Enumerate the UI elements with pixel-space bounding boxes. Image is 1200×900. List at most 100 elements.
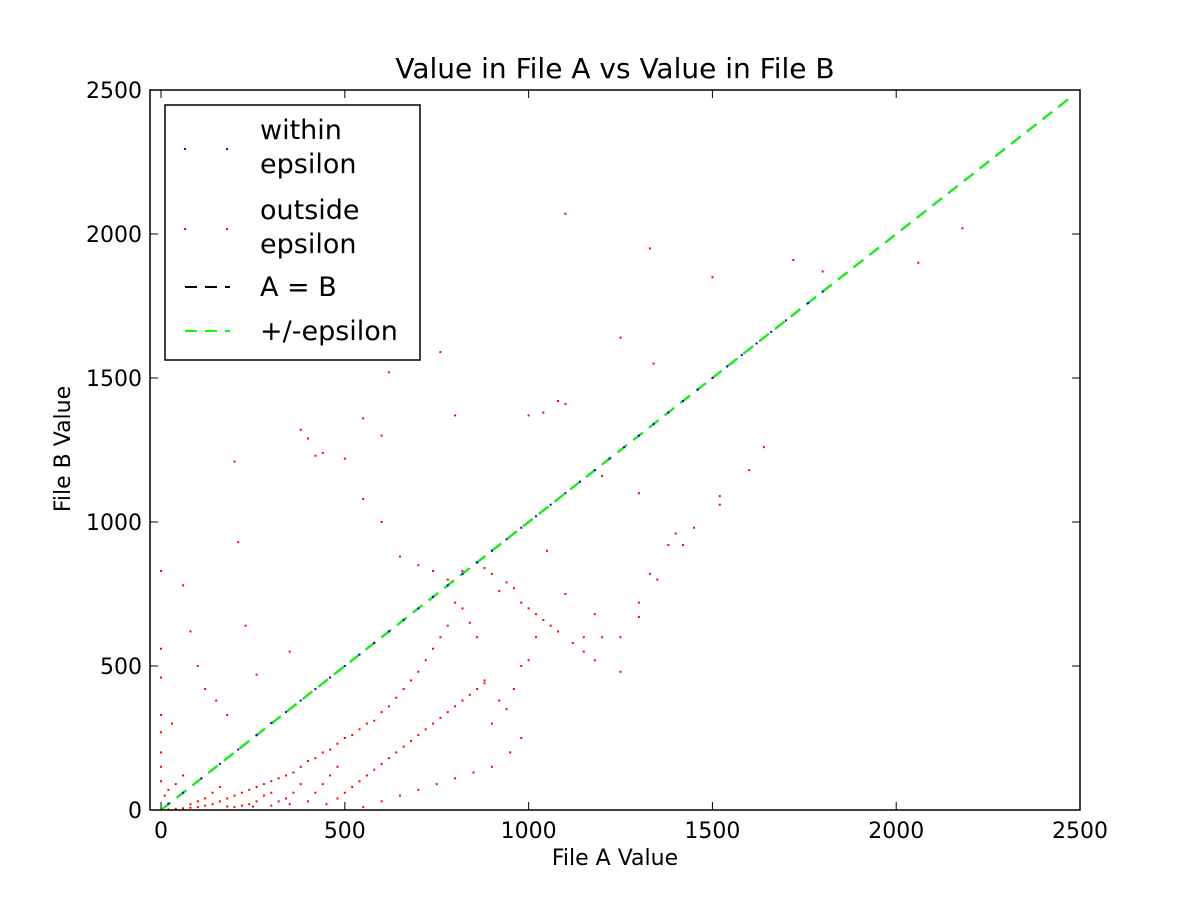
outside-epsilon-point: [248, 803, 251, 806]
outside-epsilon-point: [240, 804, 243, 807]
outside-epsilon-point: [637, 601, 640, 604]
outside-epsilon-point: [329, 774, 332, 777]
outside-epsilon-point: [343, 457, 346, 460]
within-epsilon-point: [652, 423, 655, 426]
outside-epsilon-point: [321, 783, 324, 786]
within-epsilon-point: [255, 734, 258, 737]
outside-epsilon-point: [314, 757, 317, 760]
within-epsilon-point: [608, 457, 611, 460]
outside-epsilon-point: [637, 492, 640, 495]
outside-epsilon-point: [409, 679, 412, 682]
within-epsilon-point: [373, 641, 376, 644]
outside-epsilon-point: [365, 774, 368, 777]
outside-epsilon-point: [398, 794, 401, 797]
epsilon-line: [160, 94, 1074, 810]
outside-epsilon-point: [520, 737, 523, 739]
outside-epsilon-point: [468, 693, 471, 696]
outside-epsilon-point: [564, 593, 567, 595]
outside-epsilon-point: [682, 544, 685, 547]
outside-epsilon-point: [262, 794, 265, 797]
legend: within epsilon outside epsilon A = B +/-epsil…: [164, 104, 421, 361]
within-epsilon-point: [476, 561, 479, 564]
within-epsilon-point: [623, 446, 626, 449]
outside-epsilon-point: [549, 624, 552, 627]
outside-epsilon-point: [255, 785, 258, 788]
legend-marker: [184, 148, 186, 150]
outside-epsilon-point: [174, 807, 177, 810]
outside-epsilon-point: [167, 788, 170, 791]
outside-epsilon-point: [619, 336, 622, 339]
within-epsilon-point: [534, 515, 537, 518]
outside-epsilon-point: [160, 647, 163, 650]
outside-epsilon-point: [520, 601, 523, 604]
outside-epsilon-point: [373, 719, 376, 722]
within-epsilon-point: [564, 492, 567, 495]
outside-epsilon-point: [564, 402, 567, 405]
outside-epsilon-point: [402, 688, 405, 691]
outside-epsilon-point: [446, 624, 449, 627]
within-epsilon-point: [726, 365, 729, 368]
legend-marker: [226, 228, 228, 230]
outside-epsilon-point: [505, 708, 508, 711]
outside-epsilon-point: [674, 532, 677, 535]
outside-epsilon-point: [439, 716, 442, 719]
outside-epsilon-point: [571, 641, 574, 644]
outside-epsilon-point: [285, 774, 288, 777]
outside-epsilon-point: [534, 613, 537, 616]
outside-epsilon-point: [171, 722, 174, 725]
outside-epsilon-point: [432, 647, 435, 650]
outside-epsilon-point: [240, 791, 243, 794]
outside-epsilon-point: [648, 247, 651, 250]
outside-epsilon-point: [821, 270, 824, 273]
within-epsilon-point: [417, 607, 420, 610]
within-epsilon-point: [402, 618, 405, 621]
outside-epsilon-point: [174, 783, 177, 786]
outside-epsilon-point: [277, 777, 280, 780]
outside-epsilon-point: [505, 581, 508, 584]
outside-epsilon-point: [160, 676, 163, 679]
outside-epsilon-point: [343, 737, 346, 739]
y-tick-label: 1000: [86, 511, 142, 536]
outside-epsilon-point: [512, 688, 515, 691]
outside-epsilon-point: [362, 497, 365, 500]
outside-epsilon-point: [472, 771, 475, 774]
outside-epsilon-point: [160, 780, 163, 783]
outside-epsilon-point: [542, 411, 545, 414]
chart-title: Value in File A vs Value in File B: [395, 52, 834, 85]
outside-epsilon-point: [446, 711, 449, 714]
outside-epsilon-point: [307, 437, 310, 440]
within-epsilon-point: [446, 584, 449, 587]
x-tick-label: 500: [324, 819, 366, 844]
outside-epsilon-point: [542, 618, 545, 621]
outside-epsilon-point: [167, 808, 170, 810]
outside-epsilon-point: [439, 636, 442, 639]
outside-epsilon-point: [358, 728, 361, 731]
outside-epsilon-point: [432, 569, 435, 572]
within-epsilon-point: [182, 791, 185, 794]
outside-epsilon-point: [417, 670, 420, 673]
outside-epsilon-point: [619, 636, 622, 639]
within-epsilon-point: [200, 777, 203, 780]
within-epsilon-point: [520, 526, 523, 529]
legend-marker: [226, 148, 228, 150]
outside-epsilon-point: [160, 569, 163, 572]
outside-epsilon-point: [512, 587, 515, 590]
outside-epsilon-point: [461, 569, 464, 572]
outside-epsilon-point: [255, 673, 258, 676]
outside-epsilon-point: [439, 351, 442, 354]
outside-epsilon-point: [593, 613, 596, 616]
outside-epsilon-point: [476, 688, 479, 691]
outside-epsilon-point: [307, 760, 310, 763]
outside-epsilon-point: [218, 785, 221, 788]
outside-epsilon-point: [619, 670, 622, 673]
outside-epsilon-point: [358, 780, 361, 783]
outside-epsilon-point: [509, 751, 512, 754]
outside-epsilon-point: [483, 567, 486, 570]
outside-epsilon-point: [255, 800, 258, 803]
outside-epsilon-point: [160, 765, 163, 768]
outside-epsilon-point: [667, 544, 670, 547]
outside-epsilon-point: [362, 806, 365, 809]
within-epsilon-point: [637, 434, 640, 437]
within-epsilon-point: [579, 480, 582, 483]
outside-epsilon-point: [277, 800, 280, 803]
